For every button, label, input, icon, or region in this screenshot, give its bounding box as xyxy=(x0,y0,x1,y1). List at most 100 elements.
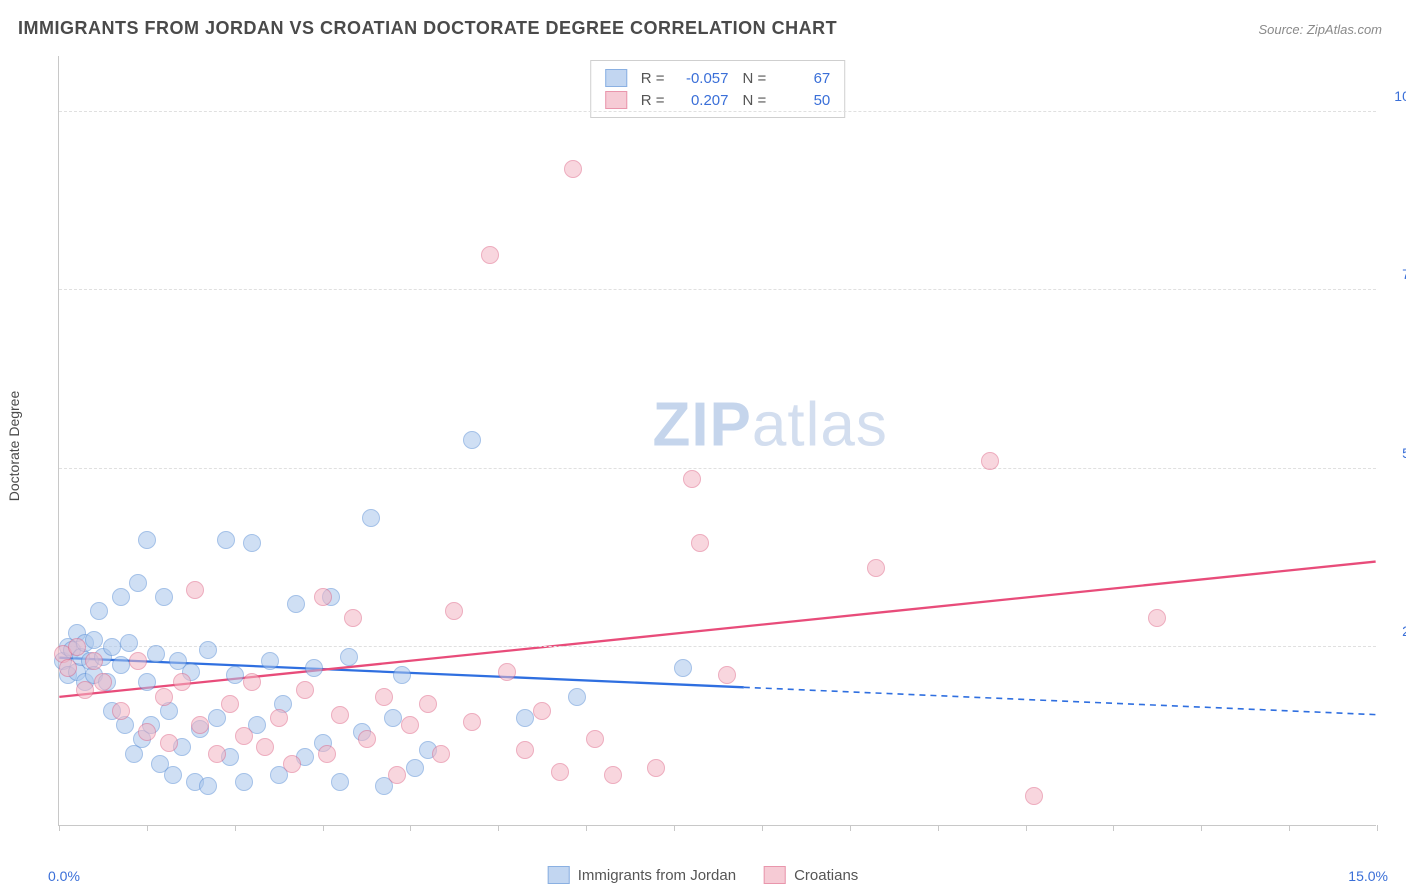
data-point-jordan xyxy=(138,531,156,549)
legend-label-croatians: Croatians xyxy=(794,867,858,884)
trend-lines xyxy=(59,56,1376,825)
plot-area: ZIPatlas R =-0.057N =67R =0.207N =50 2.5… xyxy=(58,56,1376,826)
data-point-croatians xyxy=(186,581,204,599)
data-point-croatians xyxy=(94,673,112,691)
y-tick-label: 7.5% xyxy=(1384,266,1406,282)
data-point-jordan xyxy=(112,656,130,674)
data-point-jordan xyxy=(261,652,279,670)
data-point-croatians xyxy=(270,709,288,727)
data-point-jordan xyxy=(243,534,261,552)
chart-title: IMMIGRANTS FROM JORDAN VS CROATIAN DOCTO… xyxy=(18,18,837,39)
data-point-jordan xyxy=(305,659,323,677)
legend-series: Immigrants from Jordan Croatians xyxy=(548,866,859,884)
data-point-croatians xyxy=(59,659,77,677)
stat-n-value-croatians: 50 xyxy=(776,92,830,109)
data-point-jordan xyxy=(103,638,121,656)
data-point-croatians xyxy=(76,681,94,699)
trendline-jordan-extrapolated xyxy=(744,687,1376,714)
swatch-croatians xyxy=(605,91,627,109)
data-point-croatians xyxy=(155,688,173,706)
data-point-croatians xyxy=(256,738,274,756)
x-tick xyxy=(1201,825,1202,831)
data-point-croatians xyxy=(314,588,332,606)
data-point-jordan xyxy=(199,777,217,795)
data-point-croatians xyxy=(432,745,450,763)
data-point-jordan xyxy=(362,509,380,527)
gridline xyxy=(59,646,1376,647)
data-point-jordan xyxy=(138,673,156,691)
data-point-croatians xyxy=(498,663,516,681)
data-point-croatians xyxy=(445,602,463,620)
data-point-croatians xyxy=(331,706,349,724)
data-point-croatians xyxy=(112,702,130,720)
x-tick xyxy=(498,825,499,831)
data-point-croatians xyxy=(463,713,481,731)
data-point-croatians xyxy=(318,745,336,763)
watermark: ZIPatlas xyxy=(652,390,887,461)
watermark-atlas: atlas xyxy=(752,391,888,460)
swatch-croatians xyxy=(764,866,786,884)
data-point-croatians xyxy=(296,681,314,699)
swatch-jordan xyxy=(605,69,627,87)
data-point-croatians xyxy=(647,759,665,777)
x-tick xyxy=(147,825,148,831)
stat-r-label: R = xyxy=(641,92,665,109)
data-point-croatians xyxy=(221,695,239,713)
x-tick xyxy=(59,825,60,831)
y-tick-label: 10.0% xyxy=(1384,88,1406,104)
x-tick xyxy=(410,825,411,831)
legend-item-jordan: Immigrants from Jordan xyxy=(548,866,736,884)
data-point-croatians xyxy=(138,723,156,741)
data-point-jordan xyxy=(129,574,147,592)
data-point-croatians xyxy=(401,716,419,734)
data-point-croatians xyxy=(1148,609,1166,627)
y-axis-label: Doctorate Degree xyxy=(6,391,22,502)
data-point-jordan xyxy=(674,659,692,677)
data-point-croatians xyxy=(283,755,301,773)
gridline xyxy=(59,468,1376,469)
x-tick xyxy=(235,825,236,831)
watermark-zip: ZIP xyxy=(652,391,751,460)
data-point-croatians xyxy=(604,766,622,784)
data-point-jordan xyxy=(85,631,103,649)
data-point-croatians xyxy=(191,716,209,734)
data-point-croatians xyxy=(173,673,191,691)
data-point-jordan xyxy=(164,766,182,784)
stat-n-value-jordan: 67 xyxy=(776,70,830,87)
data-point-croatians xyxy=(235,727,253,745)
y-tick-label: 2.5% xyxy=(1384,623,1406,639)
data-point-jordan xyxy=(406,759,424,777)
data-point-croatians xyxy=(388,766,406,784)
data-point-croatians xyxy=(68,638,86,656)
data-point-croatians xyxy=(718,666,736,684)
data-point-croatians xyxy=(358,730,376,748)
legend-stats-row-croatians: R =0.207N =50 xyxy=(605,89,831,111)
data-point-jordan xyxy=(217,531,235,549)
x-tick xyxy=(323,825,324,831)
data-point-croatians xyxy=(516,741,534,759)
data-point-jordan xyxy=(516,709,534,727)
data-point-jordan xyxy=(155,588,173,606)
data-point-jordan xyxy=(340,648,358,666)
stat-r-value-croatians: 0.207 xyxy=(675,92,729,109)
stat-r-label: R = xyxy=(641,70,665,87)
data-point-croatians xyxy=(85,652,103,670)
data-point-croatians xyxy=(683,470,701,488)
legend-stats-row-jordan: R =-0.057N =67 xyxy=(605,67,831,89)
data-point-croatians xyxy=(344,609,362,627)
stat-r-value-jordan: -0.057 xyxy=(675,70,729,87)
data-point-jordan xyxy=(235,773,253,791)
data-point-croatians xyxy=(208,745,226,763)
data-point-jordan xyxy=(384,709,402,727)
x-tick xyxy=(1289,825,1290,831)
data-point-croatians xyxy=(160,734,178,752)
x-axis-max-label: 15.0% xyxy=(1348,868,1388,884)
data-point-croatians xyxy=(586,730,604,748)
legend-stats-box: R =-0.057N =67R =0.207N =50 xyxy=(590,60,846,118)
data-point-croatians xyxy=(1025,787,1043,805)
data-point-jordan xyxy=(568,688,586,706)
data-point-croatians xyxy=(564,160,582,178)
data-point-jordan xyxy=(112,588,130,606)
x-tick xyxy=(1113,825,1114,831)
data-point-croatians xyxy=(375,688,393,706)
